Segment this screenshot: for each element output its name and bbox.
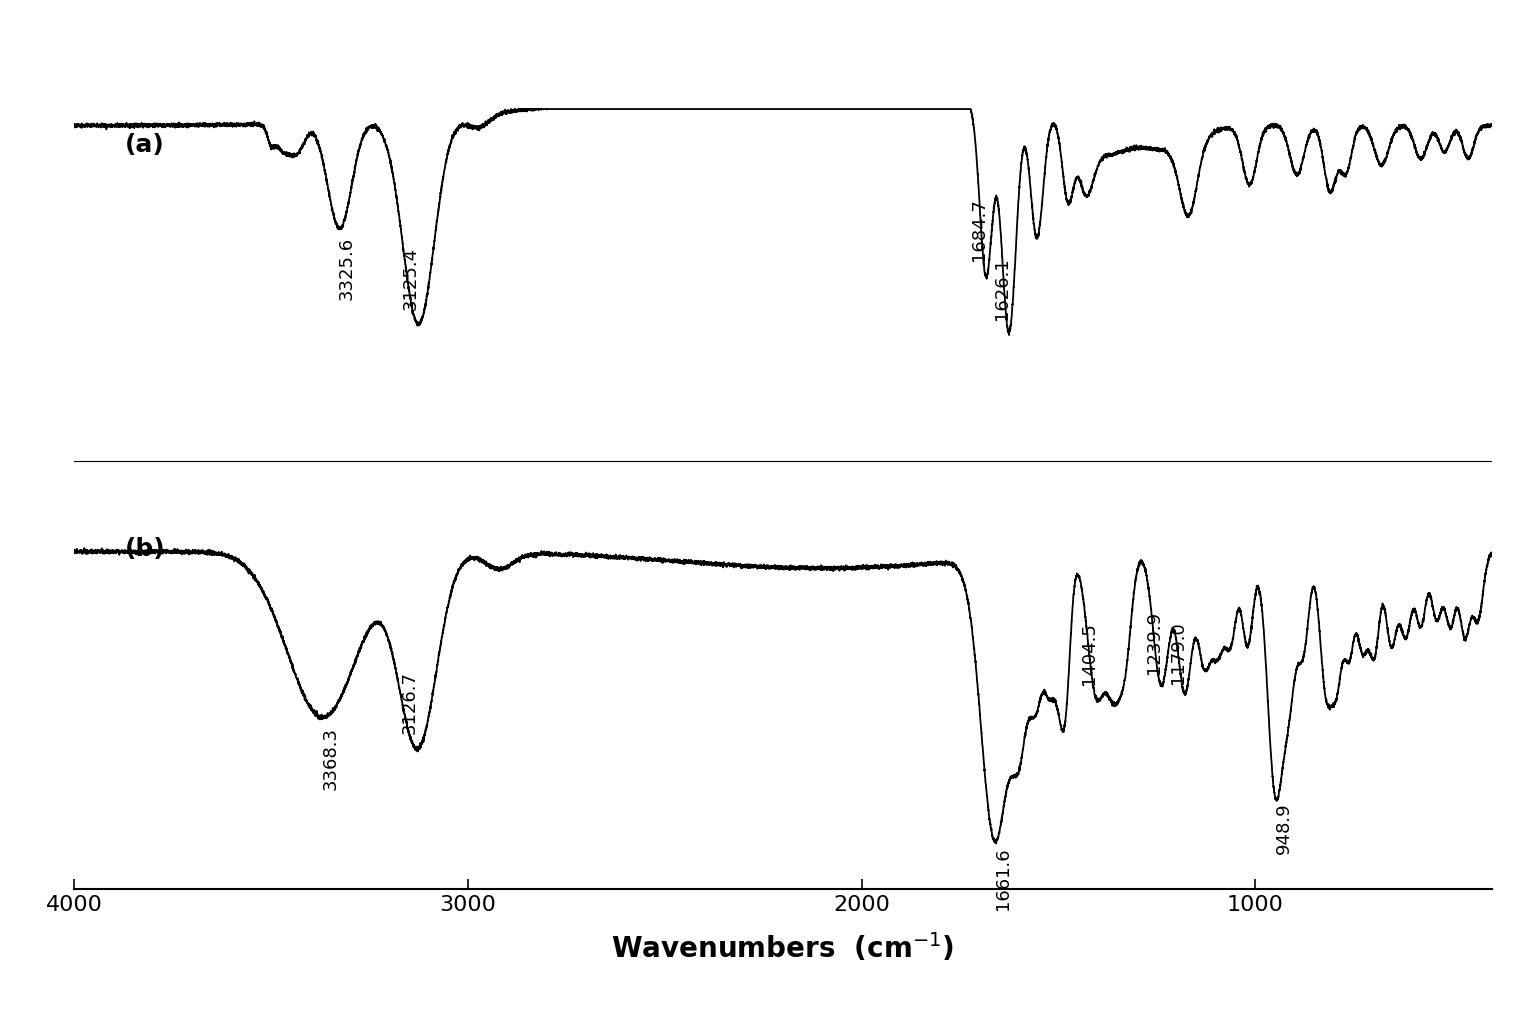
Text: 1661.6: 1661.6: [994, 847, 1012, 909]
Text: 3125.4: 3125.4: [402, 247, 420, 310]
Text: 1684.7: 1684.7: [970, 198, 988, 261]
Text: (b): (b): [125, 537, 166, 560]
Text: 3368.3: 3368.3: [321, 726, 339, 789]
Text: 1626.1: 1626.1: [992, 257, 1011, 320]
Text: 3126.7: 3126.7: [400, 669, 419, 733]
X-axis label: Wavenumbers  (cm$^{-1}$): Wavenumbers (cm$^{-1}$): [612, 930, 954, 963]
Text: 3325.6: 3325.6: [338, 236, 356, 300]
Text: 1404.5: 1404.5: [1081, 622, 1097, 685]
Text: 1239.9: 1239.9: [1145, 610, 1163, 674]
Text: 948.9: 948.9: [1274, 802, 1292, 853]
Text: (a): (a): [125, 133, 164, 157]
Text: 1179.0: 1179.0: [1169, 621, 1187, 683]
